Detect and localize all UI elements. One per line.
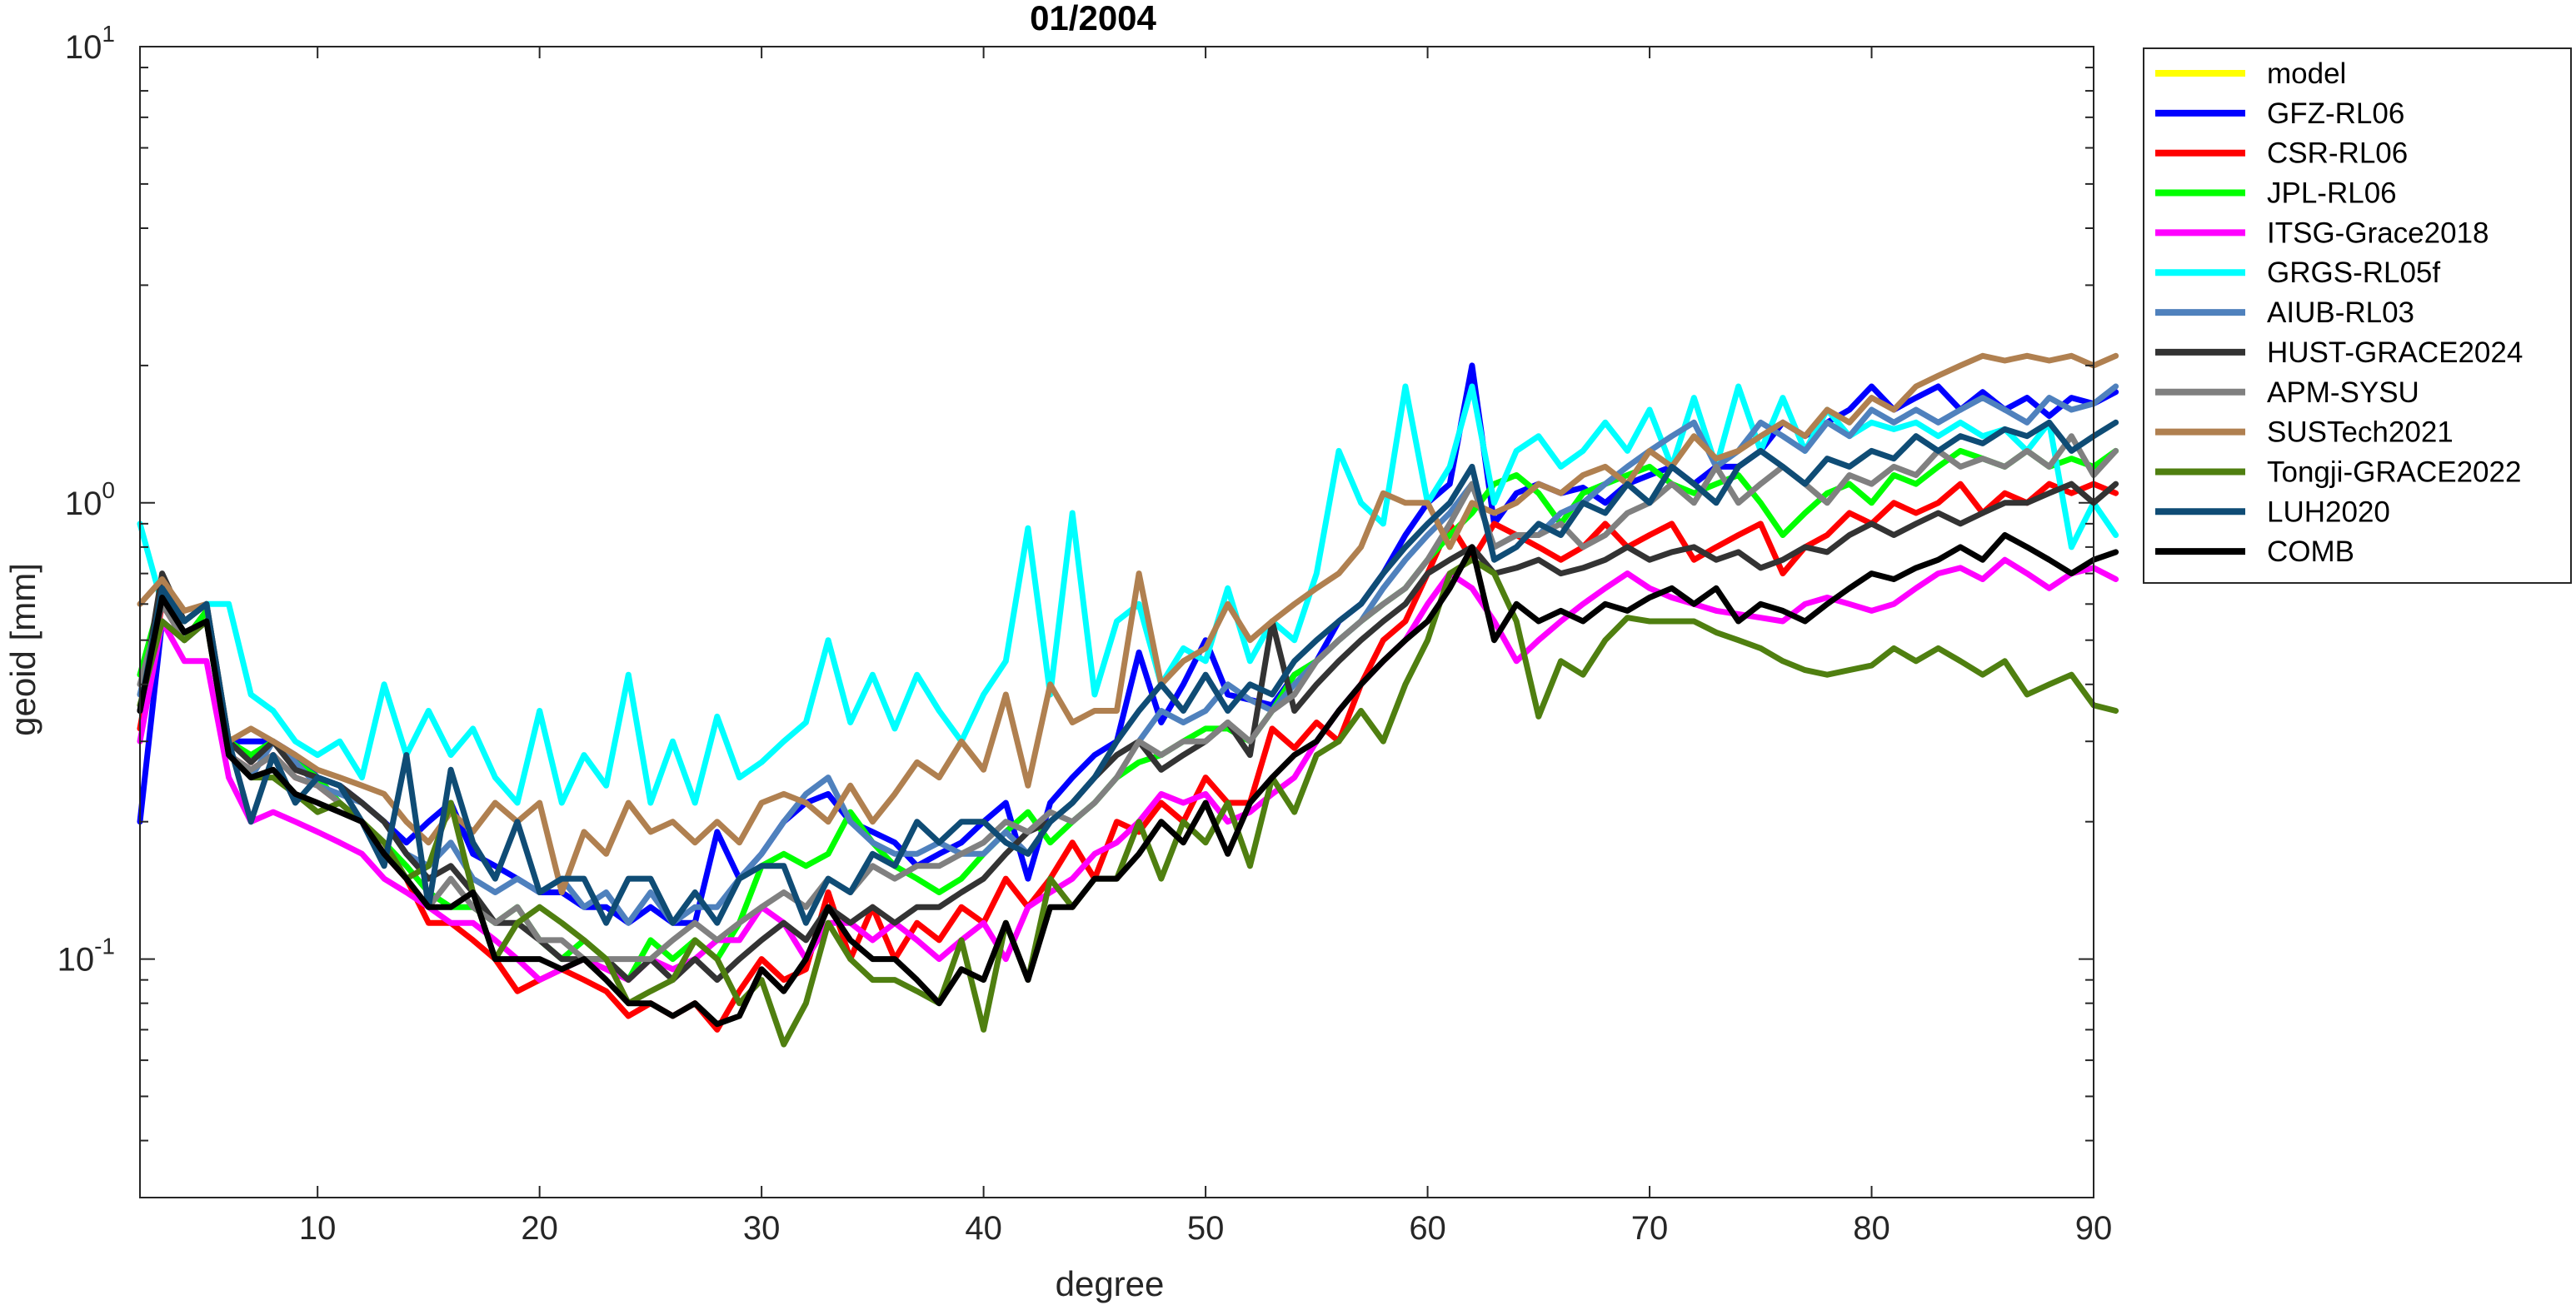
series-line-tongji-grace2022 [137, 556, 2119, 1048]
x-tick-label: 50 [1187, 1210, 1225, 1247]
legend-label: model [2267, 57, 2346, 90]
legend: model GFZ-RL06 CSR-RL06 JPL-RL06 ITSG-Grace2… [2143, 47, 2572, 584]
y-tick-label: 10-1 [57, 934, 115, 979]
y-axis-title: geoid [mm] [3, 563, 42, 736]
x-tick-label: 90 [2075, 1210, 2113, 1247]
legend-label: AIUB-RL03 [2267, 296, 2414, 329]
legend-label: HUST-GRACE2024 [2267, 336, 2523, 369]
x-tick-label: 30 [743, 1210, 781, 1247]
legend-label: JPL-RL06 [2267, 177, 2397, 210]
x-tick-label: 10 [299, 1210, 337, 1247]
y-tick-exponent: 1 [102, 21, 115, 47]
x-tick-label: 60 [1409, 1210, 1446, 1247]
y-tick-label: 101 [65, 21, 115, 66]
y-tick-exponent: -1 [94, 934, 115, 959]
chart-title: 01/2004 [1030, 0, 1156, 37]
series-line-csr-rl06 [137, 481, 2119, 1033]
legend-label: GRGS-RL05f [2267, 257, 2440, 289]
series-line-itsg-grace2018 [137, 556, 2119, 984]
legend-label: COMB [2267, 535, 2354, 568]
legend-label: GFZ-RL06 [2267, 97, 2404, 130]
y-tick-label: 100 [65, 477, 115, 522]
series-group [137, 352, 2119, 1048]
legend-label: ITSG-Grace2018 [2267, 217, 2489, 249]
axes-box [139, 46, 2094, 1198]
legend-label: APM-SYSU [2267, 376, 2419, 409]
x-tick-label: 80 [1853, 1210, 1890, 1247]
x-tick-label: 40 [965, 1210, 1002, 1247]
x-tick-label: 20 [521, 1210, 558, 1247]
y-tick-exponent: 0 [102, 477, 115, 503]
x-axis-title: degree [1056, 1264, 1165, 1303]
series-line-luh2020 [137, 419, 2119, 926]
series-line-comb [137, 532, 2119, 1028]
legend-label: CSR-RL06 [2267, 137, 2408, 170]
x-tick-label: 70 [1631, 1210, 1669, 1247]
legend-label: LUH2020 [2267, 496, 2390, 528]
series-line-grgs-rl05f [137, 383, 2119, 806]
legend-label: SUSTech2021 [2267, 416, 2454, 449]
legend-label: Tongji-GRACE2022 [2267, 456, 2521, 488]
